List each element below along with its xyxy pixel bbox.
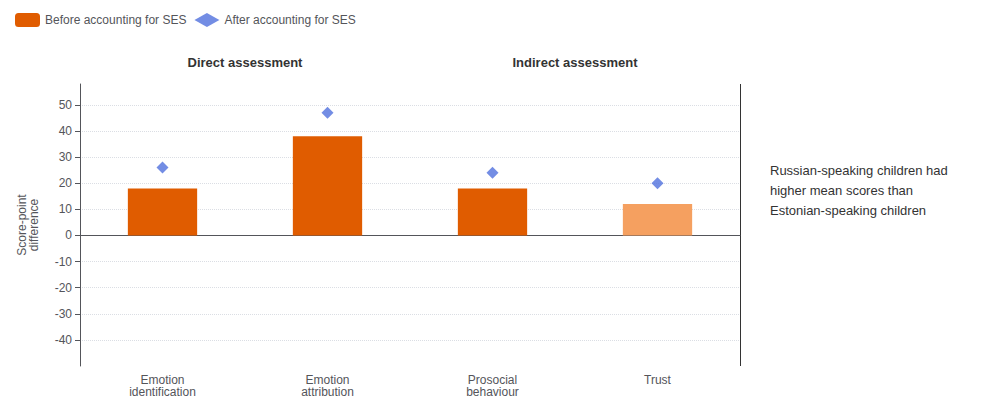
svg-text:-40: -40 — [55, 333, 73, 347]
svg-text:Emotion: Emotion — [305, 373, 350, 387]
svg-text:Prosocial: Prosocial — [467, 373, 518, 387]
svg-text:Emotion: Emotion — [140, 373, 185, 387]
svg-text:Indirect assessment: Indirect assessment — [512, 55, 638, 70]
svg-text:identification: identification — [129, 385, 196, 399]
svg-text:-30: -30 — [55, 307, 73, 321]
svg-text:10: 10 — [59, 202, 73, 216]
svg-text:attribution: attribution — [301, 385, 354, 399]
svg-text:40: 40 — [59, 124, 73, 138]
svg-text:Score-point: Score-point — [15, 194, 29, 256]
svg-text:higher mean scores than: higher mean scores than — [770, 183, 917, 198]
svg-text:30: 30 — [59, 150, 73, 164]
svg-text:Russian-speaking children had: Russian-speaking children had — [770, 163, 951, 178]
svg-text:0: 0 — [65, 228, 72, 242]
svg-text:behaviour: behaviour — [466, 385, 519, 399]
svg-text:Estonian-speaking children: Estonian-speaking children — [770, 203, 926, 218]
svg-text:Trust: Trust — [644, 373, 672, 387]
svg-text:-10: -10 — [55, 255, 73, 269]
svg-text:50: 50 — [59, 98, 73, 112]
svg-text:-20: -20 — [55, 281, 73, 295]
svg-text:Direct assessment: Direct assessment — [188, 55, 304, 70]
svg-text:difference: difference — [27, 198, 41, 251]
svg-text:Before accounting for SES: Before accounting for SES — [45, 13, 186, 27]
svg-text:After accounting for SES: After accounting for SES — [224, 13, 355, 27]
svg-text:20: 20 — [59, 176, 73, 190]
